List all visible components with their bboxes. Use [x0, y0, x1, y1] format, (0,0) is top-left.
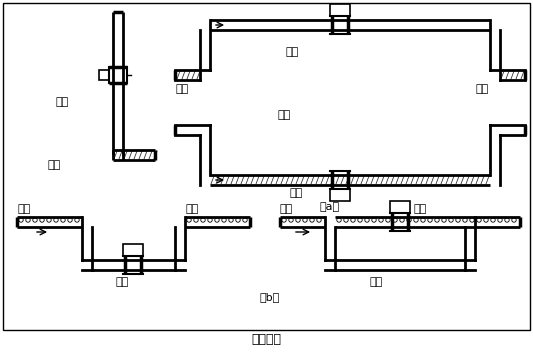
Text: 液体: 液体	[47, 160, 60, 170]
Text: 气泡: 气泡	[185, 204, 198, 214]
Text: （b）: （b）	[260, 292, 280, 302]
Bar	[330, 189, 350, 201]
Text: 气泡: 气泡	[17, 204, 30, 214]
Text: 液体: 液体	[475, 84, 488, 94]
Text: 气泡: 气泡	[280, 204, 293, 214]
Bar	[99, 70, 109, 80]
Text: 正确: 正确	[285, 47, 298, 57]
Bar	[330, 4, 350, 16]
Text: 错误: 错误	[278, 110, 291, 120]
Bar	[123, 244, 143, 256]
Text: （a）: （a）	[320, 202, 340, 212]
Text: 图（四）: 图（四）	[251, 333, 281, 346]
Text: 液体: 液体	[290, 188, 303, 198]
Text: 液体: 液体	[176, 84, 189, 94]
Text: 气泡: 气泡	[414, 204, 427, 214]
Text: 错误: 错误	[370, 277, 383, 287]
Text: 正确: 正确	[115, 277, 128, 287]
Bar	[390, 201, 410, 213]
Text: 正确: 正确	[55, 97, 68, 107]
